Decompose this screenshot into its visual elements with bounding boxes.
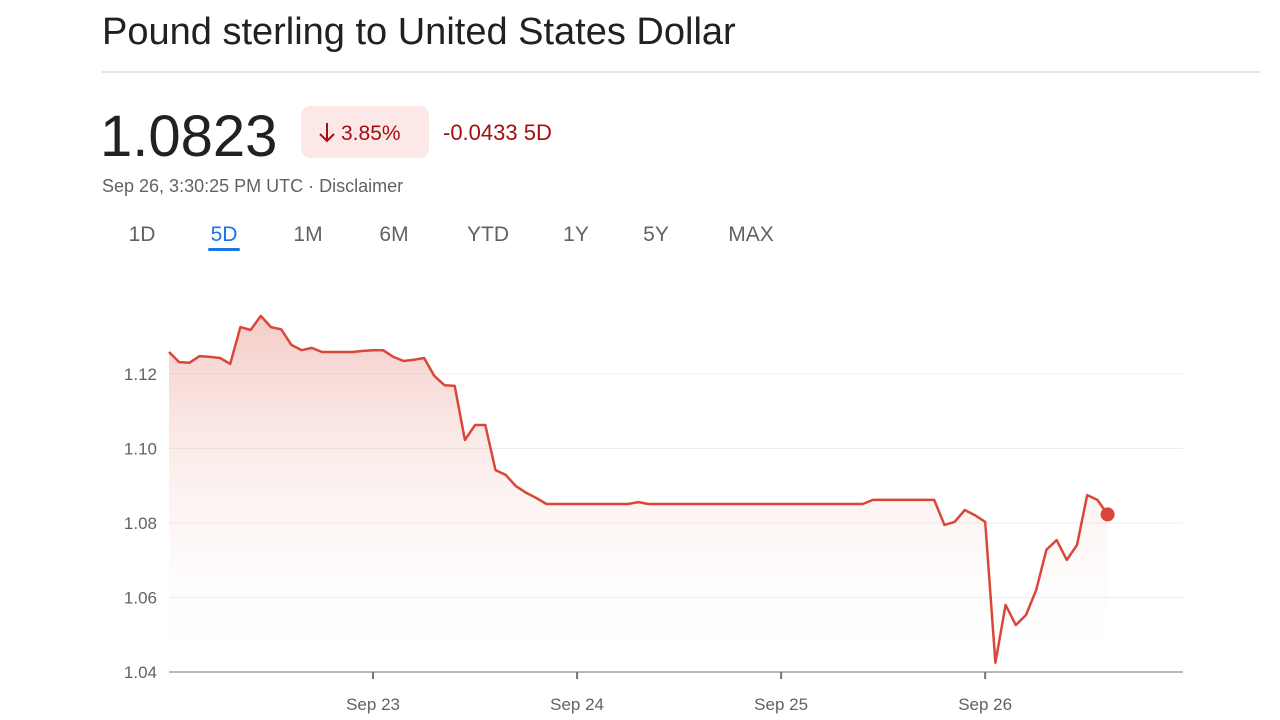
change-value: -0.0433 (443, 120, 518, 145)
y-tick-label: 1.10 (124, 440, 157, 459)
tab-underline (208, 248, 240, 251)
price: 1.0823 (100, 104, 277, 169)
current-point (1100, 507, 1115, 522)
timestamp-line: Sep 26, 3:30:25 PM UTC · Disclaimer (102, 176, 403, 196)
x-tick-label: Sep 25 (754, 695, 808, 714)
range-tab[interactable]: 5Y (643, 223, 669, 246)
range-tab[interactable]: MAX (728, 223, 774, 246)
range-tab[interactable]: 6M (379, 223, 408, 246)
title: Pound sterling to United States Dollar (102, 11, 736, 53)
y-tick-label: 1.06 (124, 589, 157, 608)
change: -0.0433 5D (443, 120, 552, 145)
separator: · (308, 176, 314, 196)
percent-change: 3.85% (341, 122, 401, 145)
x-tick-label: Sep 26 (958, 695, 1012, 714)
change-badge (301, 106, 429, 158)
down-arrow (319, 123, 335, 143)
period: 5D (524, 120, 552, 145)
timestamp: Sep 26, 3:30:25 PM UTC (102, 176, 303, 196)
y-tick-label: 1.04 (124, 663, 157, 682)
range-tab[interactable]: 1D (129, 223, 156, 246)
range-tab[interactable]: 5D (211, 223, 238, 246)
disclaimer-link[interactable]: Disclaimer (319, 176, 403, 196)
y-tick-label: 1.08 (124, 514, 157, 533)
y-tick-label: 1.12 (124, 365, 157, 384)
area-fill (169, 315, 1108, 672)
x-tick-label: Sep 23 (346, 695, 400, 714)
price-line (168, 314, 1109, 664)
range-tab[interactable]: 1M (293, 223, 322, 246)
x-tick-label: Sep 24 (550, 695, 604, 714)
range-tab[interactable]: YTD (467, 223, 509, 246)
chart: 1.04 1.06 1.08 1.10 1.12 Sep 23 Sep 24 Sep 25 Se… (124, 314, 1183, 714)
range-tabs: 1D 5D 1M 6M YTD 1Y 5Y MAX (129, 223, 774, 251)
range-tab[interactable]: 1Y (563, 223, 589, 246)
